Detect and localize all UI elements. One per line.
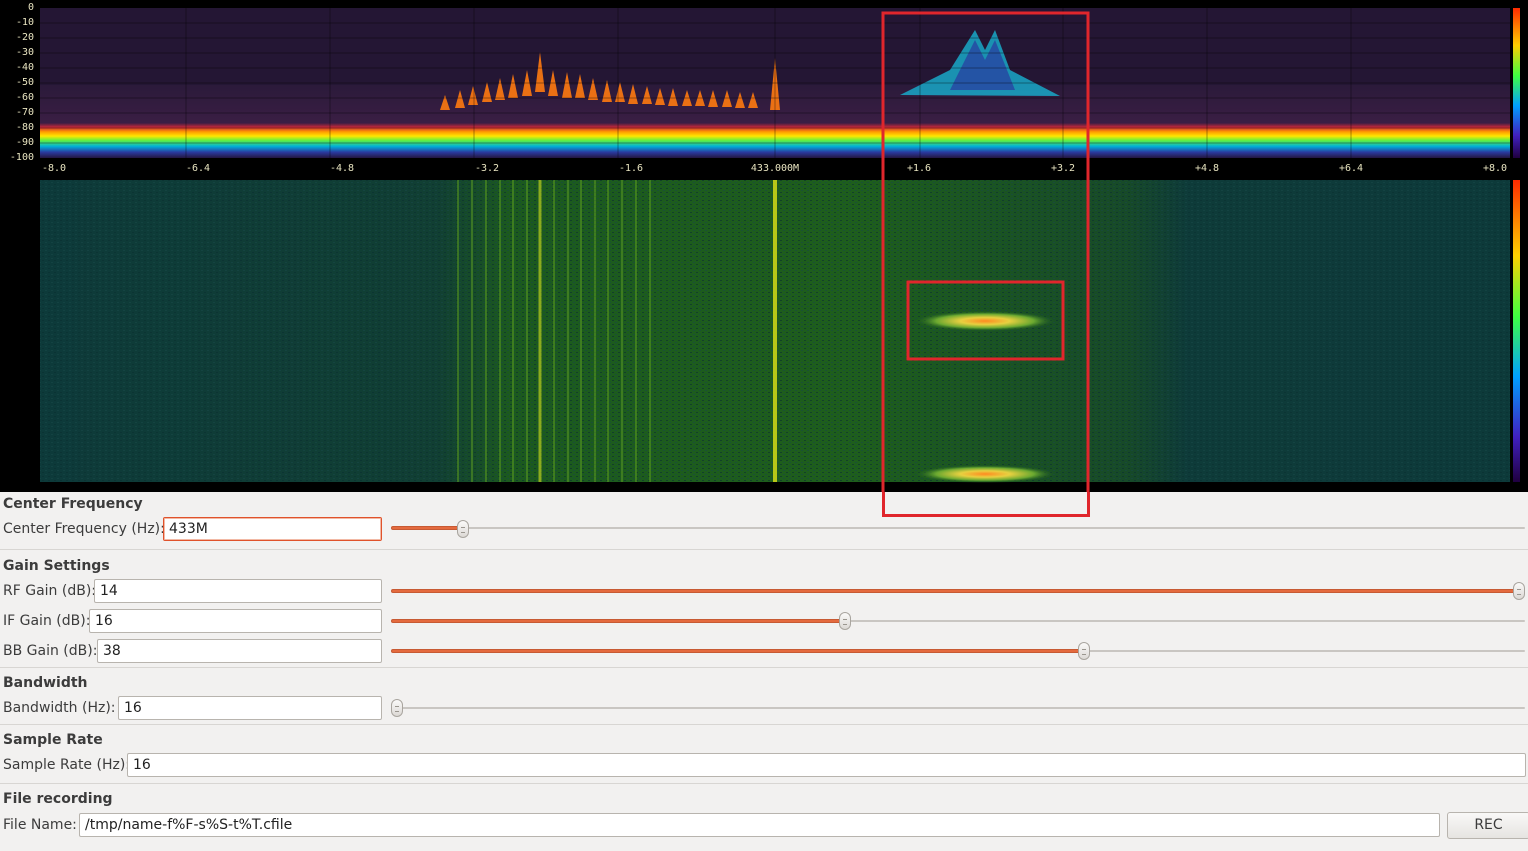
freq-tick-center: 433.000M [751,163,799,174]
freq-tick: -1.6 [619,163,643,174]
center-frequency-slider[interactable] [457,520,469,538]
db-tick: -80 [16,122,34,133]
highlight-box-burst [906,280,1065,361]
freq-tick: +6.4 [1339,163,1363,174]
waterfall-plot [40,180,1510,483]
freq-tick: +4.8 [1195,163,1219,174]
if-gain-slider-track [391,620,1525,622]
if-gain-label: IF Gain (dB): [3,613,91,629]
divider [0,724,1528,725]
waterfall-colorbar [1513,180,1520,482]
spectrum-peaks [440,52,780,110]
spectrum-viewer: 0 -10 -20 -30 -40 -50 -60 -70 -80 -90 -1… [0,0,1528,492]
spectrum-svg: 0 -10 -20 -30 -40 -50 -60 -70 -80 -90 -1… [10,2,1520,492]
bandwidth-slider-track [391,707,1525,709]
db-tick: -40 [16,62,34,73]
bb-gain-label: BB Gain (dB): [3,643,98,659]
freq-tick: -3.2 [475,163,499,174]
divider [0,783,1528,784]
db-tick: -20 [16,32,34,43]
divider [0,549,1528,550]
freq-tick: -4.8 [330,163,354,174]
bb-gain-slider[interactable] [1078,642,1090,660]
bb-gain-slider-fill [391,649,1084,653]
center-frequency-input[interactable]: 433M [163,517,382,541]
file-name-input[interactable]: /tmp/name-f%F-s%S-t%T.cfile [79,813,1440,837]
bandwidth-label: Bandwidth (Hz): [3,700,116,716]
highlight-box-signal [881,11,1090,492]
freq-tick: +1.6 [907,163,931,174]
bandwidth-title: Bandwidth [3,675,88,691]
rf-gain-input[interactable]: 14 [94,579,382,603]
center-frequency-slider-fill [391,526,463,530]
center-frequency-title: Center Frequency [3,496,143,512]
db-scale: 0 -10 -20 -30 -40 -50 -60 -70 -80 -90 -1… [10,2,34,163]
if-gain-slider-fill [391,619,845,623]
center-frequency-label: Center Frequency (Hz): [3,521,165,537]
bandwidth-input[interactable]: 16 [118,696,382,720]
file-name-label: File Name: [3,817,77,833]
db-tick: -70 [16,107,34,118]
sample-rate-title: Sample Rate [3,732,103,748]
db-tick: -50 [16,77,34,88]
sample-rate-input[interactable]: 16 [127,753,1526,777]
freq-tick: -6.4 [186,163,210,174]
bb-gain-input[interactable]: 38 [97,639,382,663]
db-tick: 0 [28,2,34,13]
rf-gain-slider-fill [391,589,1519,593]
if-gain-slider[interactable] [839,612,851,630]
sample-rate-label: Sample Rate (Hz): [3,757,131,773]
freq-tick: -8.0 [42,163,66,174]
db-tick: -100 [10,152,34,163]
bandwidth-slider[interactable] [391,699,403,717]
if-gain-input[interactable]: 16 [89,609,382,633]
db-tick: -60 [16,92,34,103]
freq-tick: +8.0 [1483,163,1507,174]
controls-panel: Center Frequency Center Frequency (Hz): … [0,492,1528,851]
rf-gain-label: RF Gain (dB): [3,583,97,599]
freq-tick: +3.2 [1051,163,1075,174]
spectrum-colorbar [1513,8,1520,158]
center-frequency-slider-track [391,527,1525,529]
rec-button[interactable]: REC [1447,812,1528,839]
divider [0,667,1528,668]
frequency-axis: -8.0 -6.4 -4.8 -3.2 -1.6 433.000M +1.6 +… [42,163,1507,174]
db-tick: -90 [16,137,34,148]
db-tick: -10 [16,17,34,28]
gain-settings-title: Gain Settings [3,558,110,574]
file-recording-title: File recording [3,791,113,807]
db-tick: -30 [16,47,34,58]
rf-gain-slider[interactable] [1513,582,1525,600]
